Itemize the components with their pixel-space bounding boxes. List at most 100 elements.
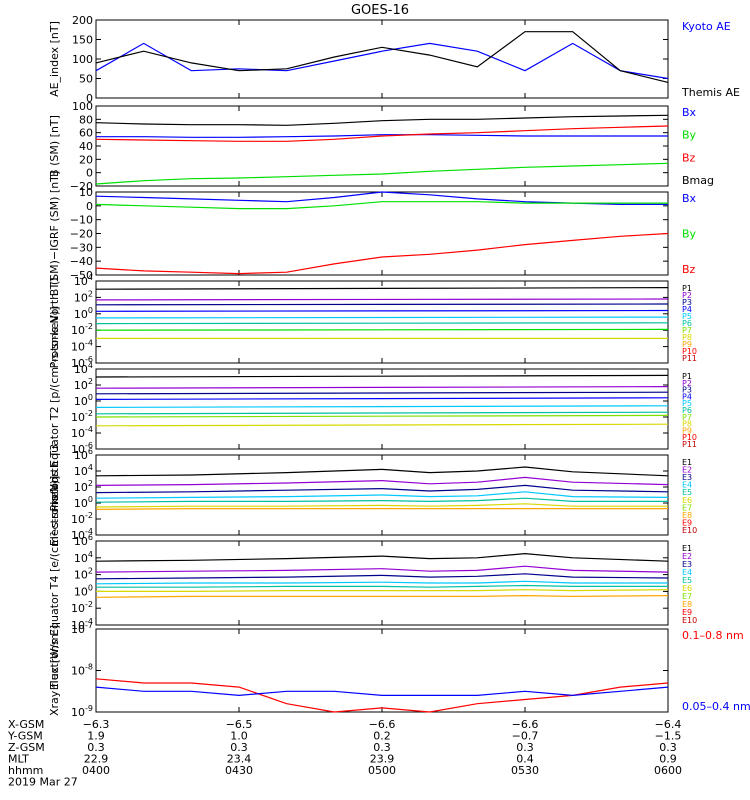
legend-label: P2 xyxy=(682,379,692,388)
legend-label: P9 xyxy=(682,340,692,349)
series-p8 xyxy=(95,423,669,427)
y-axis-label: B (SM) [nT] xyxy=(48,115,61,177)
y-tick-label: −40 xyxy=(70,255,93,268)
footer-value: −6.4 xyxy=(655,718,682,731)
y-tick-label: 102 xyxy=(74,289,93,304)
y-tick-label: −20 xyxy=(70,180,93,193)
legend-label: E9 xyxy=(682,518,692,527)
series-kyoto-ae xyxy=(95,42,669,80)
series-p1 xyxy=(95,374,669,378)
y-tick-label: 80 xyxy=(79,113,93,126)
legend-label: 0.05–0.4 nm xyxy=(682,700,750,713)
y-tick-label: 200 xyxy=(72,14,93,27)
series-e4 xyxy=(95,491,669,499)
legend-label: E1 xyxy=(682,458,692,467)
legend-label: By xyxy=(682,228,697,241)
y-tick-label: 0 xyxy=(86,167,93,180)
panel-0: 0 50 100 150 200 AE_index [nT] Kyoto AE Themis … xyxy=(48,14,740,105)
y-tick-label: 106 xyxy=(74,533,93,548)
y-tick-label: −30 xyxy=(70,241,93,254)
footer-value: 23.9 xyxy=(370,753,395,766)
series-e2 xyxy=(95,565,669,573)
series-e2 xyxy=(95,476,669,486)
panel-frame xyxy=(95,368,669,450)
y-tick-label: 40 xyxy=(79,140,93,153)
y-tick-label: 102 xyxy=(74,567,93,582)
series-e6 xyxy=(95,503,668,508)
footer-value: 0400 xyxy=(82,764,110,777)
legend-label: Bx xyxy=(682,106,697,119)
series-e4 xyxy=(95,580,668,585)
y-tick-label: 102 xyxy=(74,377,93,392)
footer-value: 0.2 xyxy=(373,730,391,743)
y-tick-label: 100 xyxy=(74,583,93,598)
y-tick-label: −20 xyxy=(70,228,93,241)
series-p4 xyxy=(95,309,669,312)
footer-row-label: MLT xyxy=(8,753,29,766)
footer-value: 0600 xyxy=(654,764,682,777)
ephemeris-footer: X-GSM −6.3 −6.5 −6.6 −6.6 −6.4 Y-GSM 1.9 1.0 0.2 −… xyxy=(7,718,682,789)
y-tick-label: 10-2 xyxy=(71,600,93,615)
y-tick-label: 150 xyxy=(72,34,93,47)
y-tick-label: 10 xyxy=(79,186,93,199)
legend-label: P10 xyxy=(682,347,697,356)
y-tick-label: 100 xyxy=(74,306,93,321)
footer-value: −6.6 xyxy=(512,718,539,731)
y-tick-label: 102 xyxy=(74,479,93,494)
series-p2 xyxy=(95,298,669,301)
footer-value: 0.3 xyxy=(373,741,391,754)
legend-label: P8 xyxy=(682,333,692,342)
legend-label: P11 xyxy=(682,354,697,363)
legend-label: P6 xyxy=(682,406,692,415)
legend-label: E2 xyxy=(682,466,692,475)
legend-label: Bmag xyxy=(682,174,714,187)
legend-label: By xyxy=(682,129,697,142)
series-e3 xyxy=(95,484,669,494)
legend-label: E4 xyxy=(682,568,692,577)
panel-frame xyxy=(95,191,669,276)
y-tick-label: 104 xyxy=(74,361,93,376)
series-p7 xyxy=(95,414,669,418)
footer-value: 0.3 xyxy=(516,741,534,754)
footer-value: −0.7 xyxy=(512,730,539,743)
y-tick-label: 10-2 xyxy=(71,511,93,526)
legend-label: E4 xyxy=(682,481,692,490)
y-tick-label: 104 xyxy=(74,273,93,288)
legend-label: E2 xyxy=(682,552,692,561)
legend-label: P5 xyxy=(682,312,692,321)
y-axis-label: AE_index [nT] xyxy=(48,21,61,97)
plot-title: GOES-16 xyxy=(351,3,409,18)
series-e3 xyxy=(95,573,669,580)
y-tick-label: 10-4 xyxy=(71,425,93,440)
legend-label: P9 xyxy=(682,426,692,435)
legend-label: P1 xyxy=(682,372,692,381)
legend-label: P6 xyxy=(682,319,692,328)
footer-row-label: Y-GSM xyxy=(7,730,43,743)
y-axis-label: Electrons North T3 xyxy=(48,444,61,546)
series-p5 xyxy=(95,316,669,319)
y-axis-label: Protons Equator T2 [p/(cm²-s-sr-keV)] xyxy=(48,306,61,511)
series-e5 xyxy=(96,584,668,588)
legend-label: 0.1–0.8 nm xyxy=(682,629,744,642)
footer-value: 0.4 xyxy=(516,753,534,766)
legend-label: P4 xyxy=(682,392,692,401)
series-bx xyxy=(96,134,668,138)
legend-label: P5 xyxy=(682,399,692,408)
series-p4 xyxy=(95,397,669,400)
legend-label: E1 xyxy=(682,544,692,553)
series-bz xyxy=(95,125,669,142)
y-tick-label: 10-8 xyxy=(71,663,93,678)
footer-value: 0.3 xyxy=(87,741,105,754)
y-axis-label: Electrons Equator T4 [e/(cm²-s-sr-keV)] xyxy=(48,476,61,691)
series-by xyxy=(95,162,669,185)
y-tick-label: 104 xyxy=(74,550,93,565)
legend-label: P8 xyxy=(682,420,692,429)
legend-label: P7 xyxy=(682,326,692,335)
series-bmag xyxy=(95,114,669,126)
y-tick-label: 50 xyxy=(79,73,93,86)
footer-value: −6.3 xyxy=(83,718,110,731)
